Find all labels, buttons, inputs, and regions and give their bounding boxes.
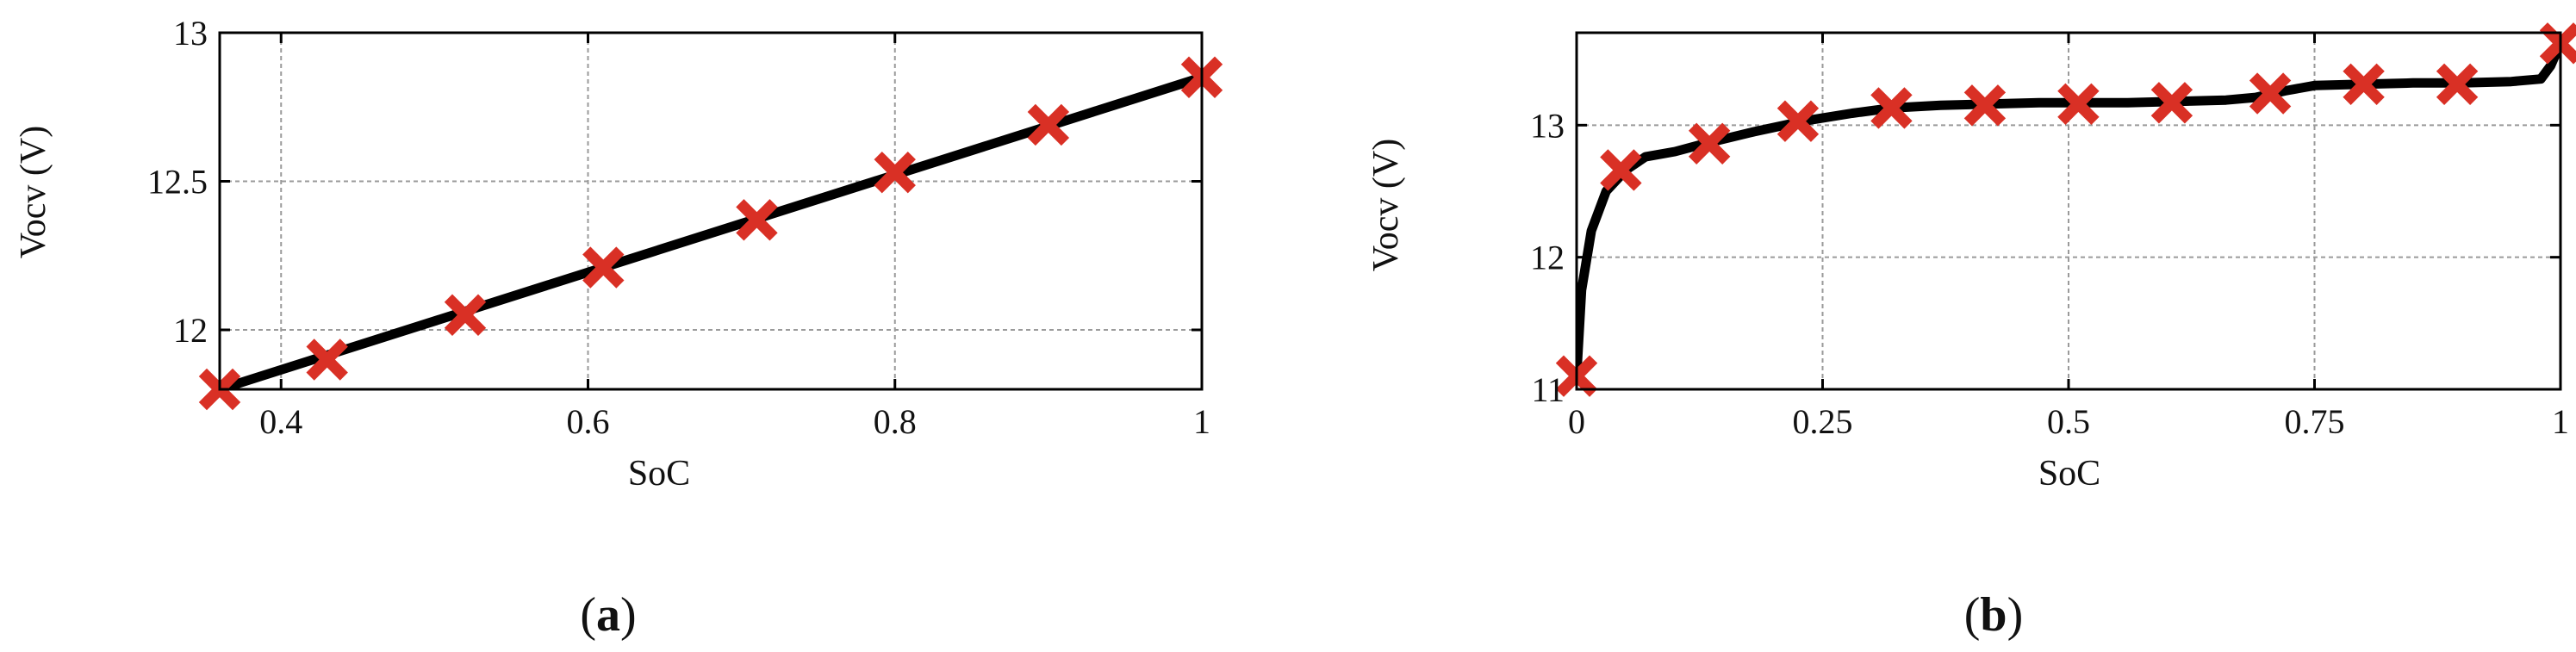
x-tick-label-a-3: 1 (1193, 402, 1210, 441)
data-marker-a-2 (444, 294, 487, 336)
x-tick-label-a-0: 0.4 (259, 402, 302, 441)
data-marker-a-4 (736, 199, 778, 241)
data-marker-b-3 (1776, 100, 1820, 142)
grid-b (1577, 33, 2560, 389)
data-marker-a-6 (1027, 103, 1070, 146)
data-marker-a-3 (582, 246, 625, 289)
panel-caption-a: (a) (580, 588, 636, 642)
data-marker-b-4 (1870, 87, 1913, 129)
curve-line-b (1577, 38, 2560, 382)
grid-a (220, 33, 1202, 389)
data-marker-a-5 (874, 151, 916, 194)
x-tick-label-a-2: 0.8 (874, 402, 917, 441)
data-marker-b-6 (2057, 83, 2100, 125)
x-axis-label-b: SoC (2038, 454, 2100, 494)
x-tick-label-b-4: 1 (2552, 402, 2569, 441)
x-tick-label-b-1: 0.25 (1793, 402, 1853, 441)
y-tick-label-a-2: 13 (173, 14, 208, 53)
y-tick-label-b-2: 13 (1530, 106, 1565, 145)
panel-letter-b: b (1980, 588, 2007, 642)
x-tick-label-b-0: 0 (1568, 402, 1585, 441)
data-marker-b-10 (2436, 63, 2479, 105)
y-axis-label-a: Vocv (V) (14, 126, 53, 258)
y-tick-label-b-1: 12 (1530, 239, 1565, 277)
x-tick-label-a-1: 0.6 (567, 402, 610, 441)
data-marker-a-1 (306, 338, 348, 381)
x-axis-label-a: SoC (628, 454, 690, 494)
y-axis-label-b: Vocv (V) (1366, 139, 1406, 271)
panel-letter-a: a (596, 588, 620, 642)
y-tick-label-b-0: 11 (1531, 370, 1565, 409)
data-marker-b-2 (1688, 122, 1731, 165)
plot-frame-a (218, 31, 1204, 391)
data-marker-b-8 (2249, 72, 2292, 115)
y-tick-label-a-0: 12 (173, 311, 208, 350)
y-tick-label-a-1: 12.5 (147, 163, 208, 202)
data-marker-b-5 (1963, 84, 2007, 127)
data-marker-b-1 (1600, 149, 1642, 191)
x-tick-label-b-3: 0.75 (2285, 402, 2345, 441)
chart-panel-a: Vocv (V) SoC (a) 0.4 0.6 0.8 1 12 12.5 13 (14, 14, 1223, 642)
data-marker-b-9 (2343, 63, 2385, 105)
markers-a (198, 56, 1223, 411)
data-marker-b-7 (2150, 82, 2193, 124)
panel-caption-b: (b) (1964, 588, 2023, 642)
x-tick-label-b-2: 0.5 (2047, 402, 2090, 441)
